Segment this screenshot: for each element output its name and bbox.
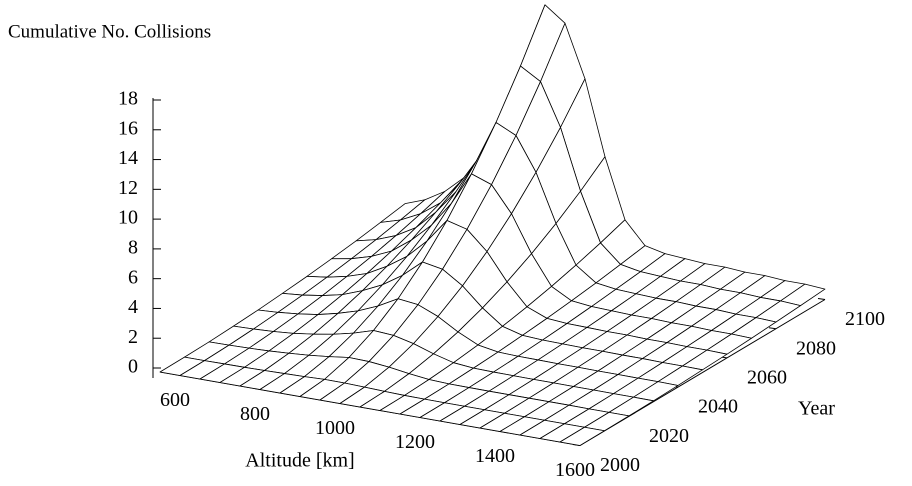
x-tick-label: 1400 bbox=[475, 445, 515, 467]
x-tick-label: 800 bbox=[240, 403, 270, 425]
y-tick-label: 2040 bbox=[698, 396, 738, 418]
y-axis-title: Year bbox=[798, 398, 835, 420]
z-tick-label: 4 bbox=[128, 296, 138, 318]
y-tick-label: 2060 bbox=[747, 366, 787, 388]
y-tick bbox=[768, 327, 777, 330]
z-tick-label: 6 bbox=[128, 266, 138, 288]
z-tick-label: 14 bbox=[118, 147, 138, 169]
z-tick-label: 10 bbox=[118, 207, 138, 229]
z-tick-label: 0 bbox=[128, 356, 138, 378]
x-tick-label: 1200 bbox=[395, 431, 435, 453]
y-tick-label: 2100 bbox=[845, 308, 885, 330]
x-tick-label: 1600 bbox=[555, 459, 595, 481]
surface-cell bbox=[559, 426, 605, 446]
x-axis-title: Altitude [km] bbox=[245, 450, 354, 472]
y-tick-label: 2020 bbox=[649, 425, 689, 447]
y-tick-label: 2000 bbox=[600, 454, 640, 476]
z-tick-label: 8 bbox=[128, 236, 138, 258]
z-axis-title: Cumulative No. Collisions bbox=[8, 21, 211, 42]
x-tick-label: 1000 bbox=[315, 417, 355, 439]
z-tick-label: 18 bbox=[118, 88, 138, 110]
x-tick-label: 600 bbox=[160, 389, 190, 411]
y-tick bbox=[817, 298, 826, 300]
z-tick-label: 16 bbox=[118, 117, 138, 139]
z-tick-label: 2 bbox=[128, 326, 138, 348]
z-tick-label: 12 bbox=[118, 177, 138, 199]
y-tick-label: 2080 bbox=[796, 337, 836, 359]
